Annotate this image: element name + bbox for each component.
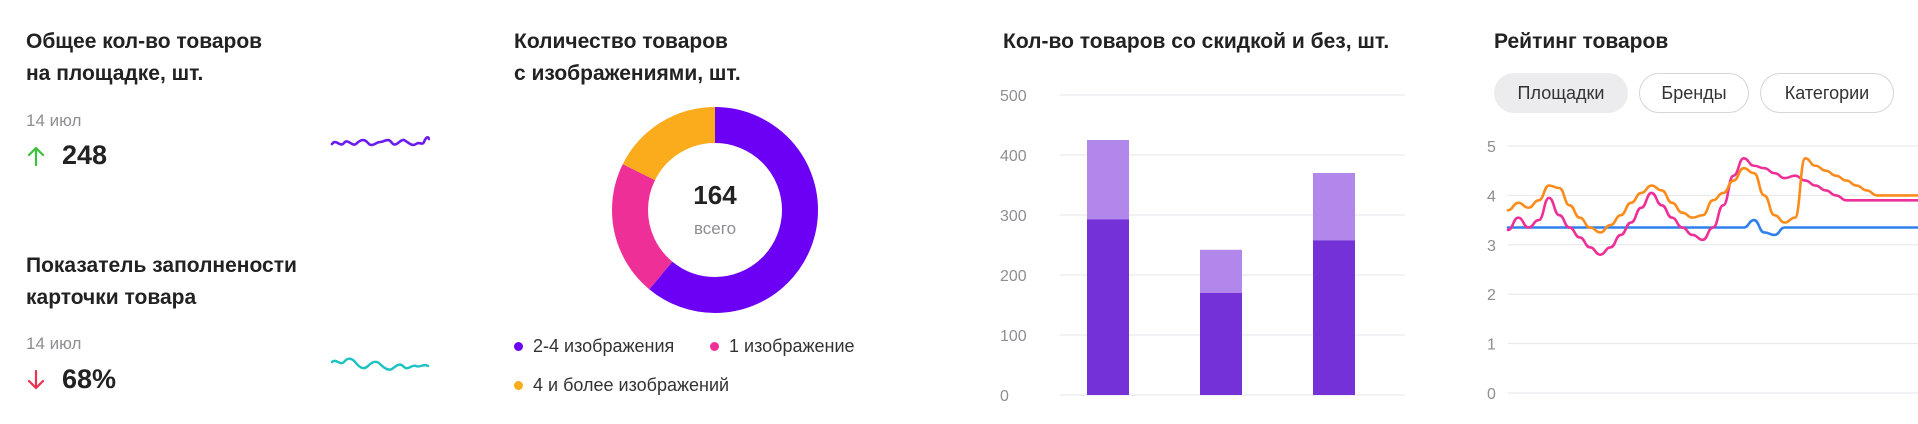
widget2-date: 14 июл (26, 334, 82, 353)
bar-chart: 0 100 200 300 400 500 (1000, 88, 1405, 405)
legend-label-2-4: 2-4 изображения (533, 336, 675, 356)
bars-title: Кол-во товаров со скидкой и без, шт. (1003, 30, 1390, 53)
donut-title-line1: Количество товаров (514, 30, 728, 53)
widget2-value: 68% (62, 364, 117, 394)
bar-base-2 (1313, 240, 1355, 395)
widget2-metric: 68% (26, 364, 116, 395)
line-y-tick-1: 1 (1487, 337, 1496, 354)
bar-y-tick-5: 500 (1000, 88, 1027, 105)
bar-y-tick-3: 300 (1000, 208, 1027, 225)
rating-title: Рейтинг товаров (1494, 30, 1669, 53)
widget1-date: 14 июл (26, 111, 82, 130)
donut-title-line2: с изображениями, шт. (514, 62, 741, 85)
line-y-tick-0: 0 (1487, 386, 1496, 403)
legend-label-4plus: 4 и более изображений (533, 375, 730, 395)
donut-total-label: всего (693, 219, 737, 238)
tab-platforms[interactable]: Площадки (1494, 73, 1628, 113)
legend-dot-orange (514, 381, 523, 390)
bar-y-tick-4: 400 (1000, 148, 1027, 165)
tab-brands[interactable]: Бренды (1639, 73, 1749, 113)
bar-top-0 (1087, 140, 1129, 220)
line-chart: 0 1 2 3 4 5 (1487, 139, 1918, 403)
legend-item-4plus: 4 и более изображений (514, 375, 729, 396)
tab-categories[interactable]: Категории (1760, 73, 1894, 113)
line-y-tick-4: 4 (1487, 188, 1496, 205)
widget1-title-line1: Общее кол-во товаров (26, 30, 263, 53)
donut-slice-1 (612, 107, 818, 313)
bar-base-0 (1087, 219, 1129, 395)
line-series-2 (1506, 157, 1918, 234)
legend-item-1: 1 изображение (710, 336, 855, 357)
donut-chart (612, 107, 818, 313)
line-series-1 (1506, 157, 1918, 256)
line-y-tick-3: 3 (1487, 238, 1496, 255)
widget1-metric: 248 (26, 140, 107, 171)
bar-y-tick-1: 100 (1000, 328, 1027, 345)
widget1-value: 248 (62, 140, 108, 170)
bar-base-1 (1200, 293, 1242, 395)
widget1-sparkline (330, 136, 430, 147)
widget2-title-line2: карточки товара (26, 286, 197, 309)
widget2-sparkline (330, 357, 430, 371)
arrow-up-icon (27, 146, 45, 166)
legend-dot-purple (514, 342, 523, 351)
bar-y-tick-2: 200 (1000, 268, 1027, 285)
widget1-title-line2: на площадке, шт. (26, 62, 204, 85)
donut-total: 164 (693, 180, 737, 210)
bar-y-tick-0: 0 (1000, 388, 1009, 405)
legend-item-2-4: 2-4 изображения (514, 336, 674, 357)
widget2-title-line1: Показатель заполнености (26, 254, 297, 277)
arrow-down-icon (27, 369, 45, 389)
bar-top-1 (1200, 249, 1242, 293)
donut-slice-2 (612, 107, 818, 313)
line-y-tick-5: 5 (1487, 139, 1496, 156)
bar-top-2 (1313, 173, 1355, 241)
legend-dot-pink (710, 342, 719, 351)
line-y-tick-2: 2 (1487, 287, 1496, 304)
legend-label-1: 1 изображение (729, 336, 855, 356)
